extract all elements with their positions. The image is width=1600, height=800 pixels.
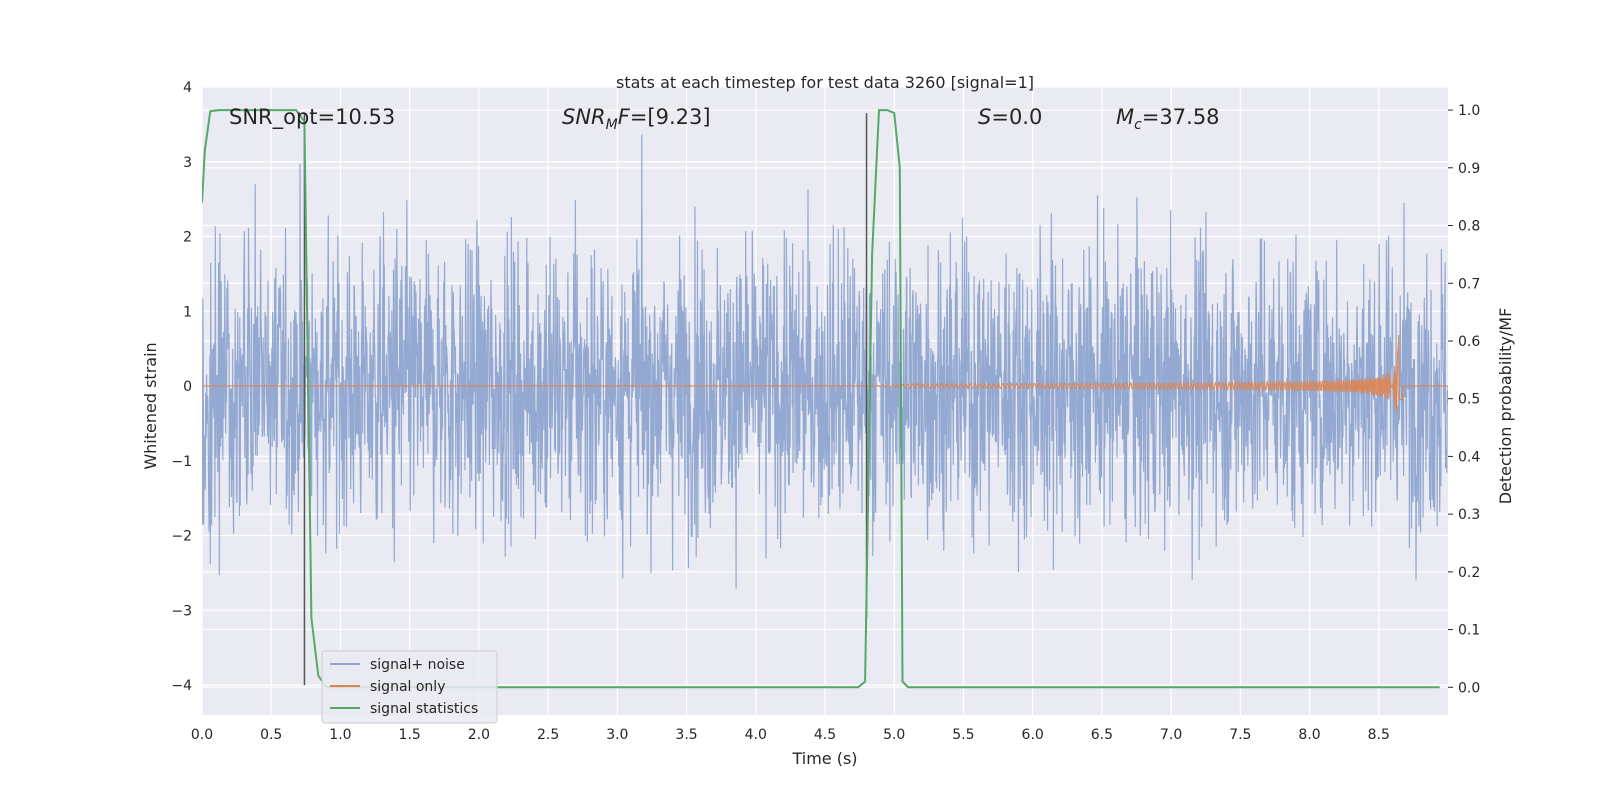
annotation-mc: Mc=37.58 xyxy=(1116,105,1220,133)
x-tick-label: 3.0 xyxy=(606,727,628,743)
y-tick-label: −3 xyxy=(171,603,192,619)
mc-value: =37.58 xyxy=(1142,105,1220,129)
chart-title: stats at each timestep for test data 326… xyxy=(616,73,1034,92)
annotation-s: S=0.0 xyxy=(978,105,1042,129)
y2-tick-label: 0.0 xyxy=(1458,680,1480,696)
series-signal-noise-line xyxy=(202,134,1448,589)
y2-tick-label: 0.8 xyxy=(1458,219,1480,235)
series-signal-only-line xyxy=(202,334,1448,414)
legend-label-signal-statistics: signal statistics xyxy=(370,701,478,717)
y2-axis-label: Detection probability/MF xyxy=(1496,308,1515,505)
y2-tick-label: 0.2 xyxy=(1458,565,1480,581)
s-label: S xyxy=(978,105,991,129)
annotation-snr-mf: SNRMF=[9.23] xyxy=(562,105,711,133)
series-signal-statistics-line xyxy=(202,109,1440,689)
x-tick-label: 2.5 xyxy=(537,727,559,743)
y-tick-label: 2 xyxy=(183,230,192,246)
snr-mf-suffix: =[9.23] xyxy=(630,105,711,129)
y2-tick-label: 0.5 xyxy=(1458,392,1480,408)
x-tick-label: 4.5 xyxy=(814,727,836,743)
x-ticks: 0.0 0.5 1.0 1.5 2.0 2.5 3.0 3.5 4.0 4.5 5.0 5.5 6.0 6… xyxy=(191,727,1390,743)
y2-tick-label: 0.9 xyxy=(1458,161,1480,177)
y-tick-label: 3 xyxy=(183,155,192,171)
legend-label-signal-only: signal only xyxy=(370,679,445,695)
y-tick-label: −2 xyxy=(171,529,192,545)
s-value: =0.0 xyxy=(991,105,1042,129)
x-tick-label: 8.5 xyxy=(1368,727,1390,743)
snr-mf-prefix: SNR xyxy=(562,105,606,129)
legend-box xyxy=(321,650,498,724)
y-tick-label: −1 xyxy=(171,454,192,470)
x-tick-label: 7.0 xyxy=(1160,727,1182,743)
y-axis-label: Whitened strain xyxy=(141,342,160,469)
x-tick-label: 5.0 xyxy=(883,727,905,743)
y2-tick-label: 0.6 xyxy=(1458,334,1480,350)
snr-mf-suffix-f: F xyxy=(618,105,631,129)
x-tick-label: 5.5 xyxy=(952,727,974,743)
y2-tick-label: 0.1 xyxy=(1458,623,1480,639)
x-axis-label: Time (s) xyxy=(791,749,857,768)
mc-sub: c xyxy=(1134,117,1142,133)
x-tick-label: 7.5 xyxy=(1229,727,1251,743)
y-tick-label: 1 xyxy=(183,304,192,320)
y2-tick-label: 0.4 xyxy=(1458,449,1480,465)
y2-tick-label: 0.3 xyxy=(1458,507,1480,523)
snr-mf-sub: M xyxy=(606,117,618,133)
x-tick-label: 6.5 xyxy=(1091,727,1113,743)
annotation-snr-opt: SNR_opt=10.53 xyxy=(229,105,395,130)
legend-label-signal-noise: signal+ noise xyxy=(370,657,465,673)
x-tick-label: 3.5 xyxy=(675,727,697,743)
x-tick-label: 4.0 xyxy=(745,727,767,743)
y2-tick-label: 1.0 xyxy=(1458,103,1480,119)
y-tick-label: −4 xyxy=(171,678,192,694)
legend: signal+ noise signal only signal statist… xyxy=(321,650,498,724)
x-tick-label: 1.5 xyxy=(399,727,421,743)
x-tick-label: 1.0 xyxy=(329,727,351,743)
y2-tick-label: 0.7 xyxy=(1458,276,1480,292)
series-layer xyxy=(202,109,1448,689)
x-tick-label: 2.0 xyxy=(468,727,490,743)
y-ticks: 4 3 2 1 0 −1 −2 −3 −4 xyxy=(171,80,192,694)
y-tick-label: 0 xyxy=(183,379,192,395)
mc-label: M xyxy=(1116,105,1134,129)
y2-ticks: 1.0 0.9 0.8 0.7 0.6 0.5 0.4 0.3 0.2 0.1 0.0 xyxy=(1448,103,1480,696)
y-tick-label: 4 xyxy=(183,80,192,96)
x-tick-label: 0.0 xyxy=(191,727,213,743)
x-tick-label: 8.0 xyxy=(1298,727,1320,743)
x-tick-label: 6.0 xyxy=(1022,727,1044,743)
x-tick-label: 0.5 xyxy=(260,727,282,743)
